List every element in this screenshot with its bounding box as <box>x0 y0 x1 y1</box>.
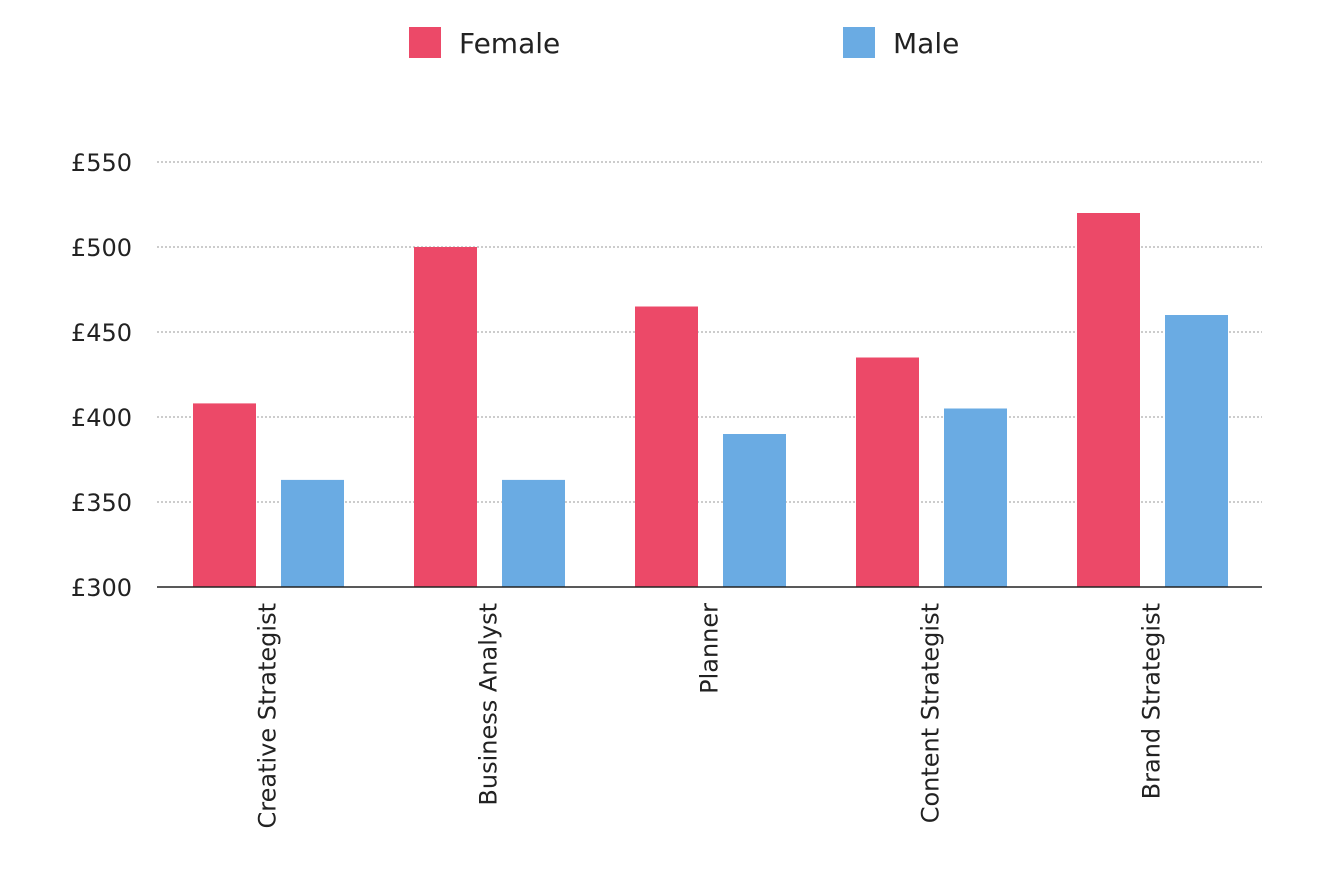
bars <box>193 213 1228 587</box>
x-axis-labels: Creative Strategist Business Analyst Plann… <box>254 603 1166 829</box>
bar-female-3 <box>856 357 919 587</box>
y-tick-label: £300 <box>71 574 132 602</box>
legend-item-male: Male <box>843 27 959 60</box>
x-category-label: Content Strategist <box>917 603 945 823</box>
x-category-label: Brand Strategist <box>1138 603 1166 799</box>
y-tick-label: £450 <box>71 319 132 347</box>
x-category-label: Planner <box>696 603 724 694</box>
bar-female-1 <box>414 247 477 587</box>
bar-male-1 <box>502 479 565 587</box>
bar-female-2 <box>635 306 698 587</box>
y-tick-label: £550 <box>71 149 132 177</box>
legend-label: Male <box>893 27 959 60</box>
y-tick-label: £400 <box>71 404 132 432</box>
legend-item-female: Female <box>409 27 560 60</box>
bar-male-3 <box>944 408 1007 587</box>
bar-male-2 <box>723 434 786 587</box>
legend-swatch <box>409 27 441 58</box>
legend-label: Female <box>459 27 560 60</box>
x-category-label: Creative Strategist <box>254 603 282 828</box>
x-category-label: Business Analyst <box>475 603 503 806</box>
bar-male-4 <box>1165 315 1228 587</box>
y-axis-ticks: £300 £350 £400 £450 £500 £550 <box>71 149 132 602</box>
y-tick-label: £350 <box>71 489 132 517</box>
y-tick-label: £500 <box>71 234 132 262</box>
legend: Female Male <box>409 27 959 60</box>
bar-male-0 <box>281 479 344 587</box>
bar-female-4 <box>1077 213 1140 587</box>
bar-female-0 <box>193 403 256 587</box>
legend-swatch <box>843 27 875 58</box>
